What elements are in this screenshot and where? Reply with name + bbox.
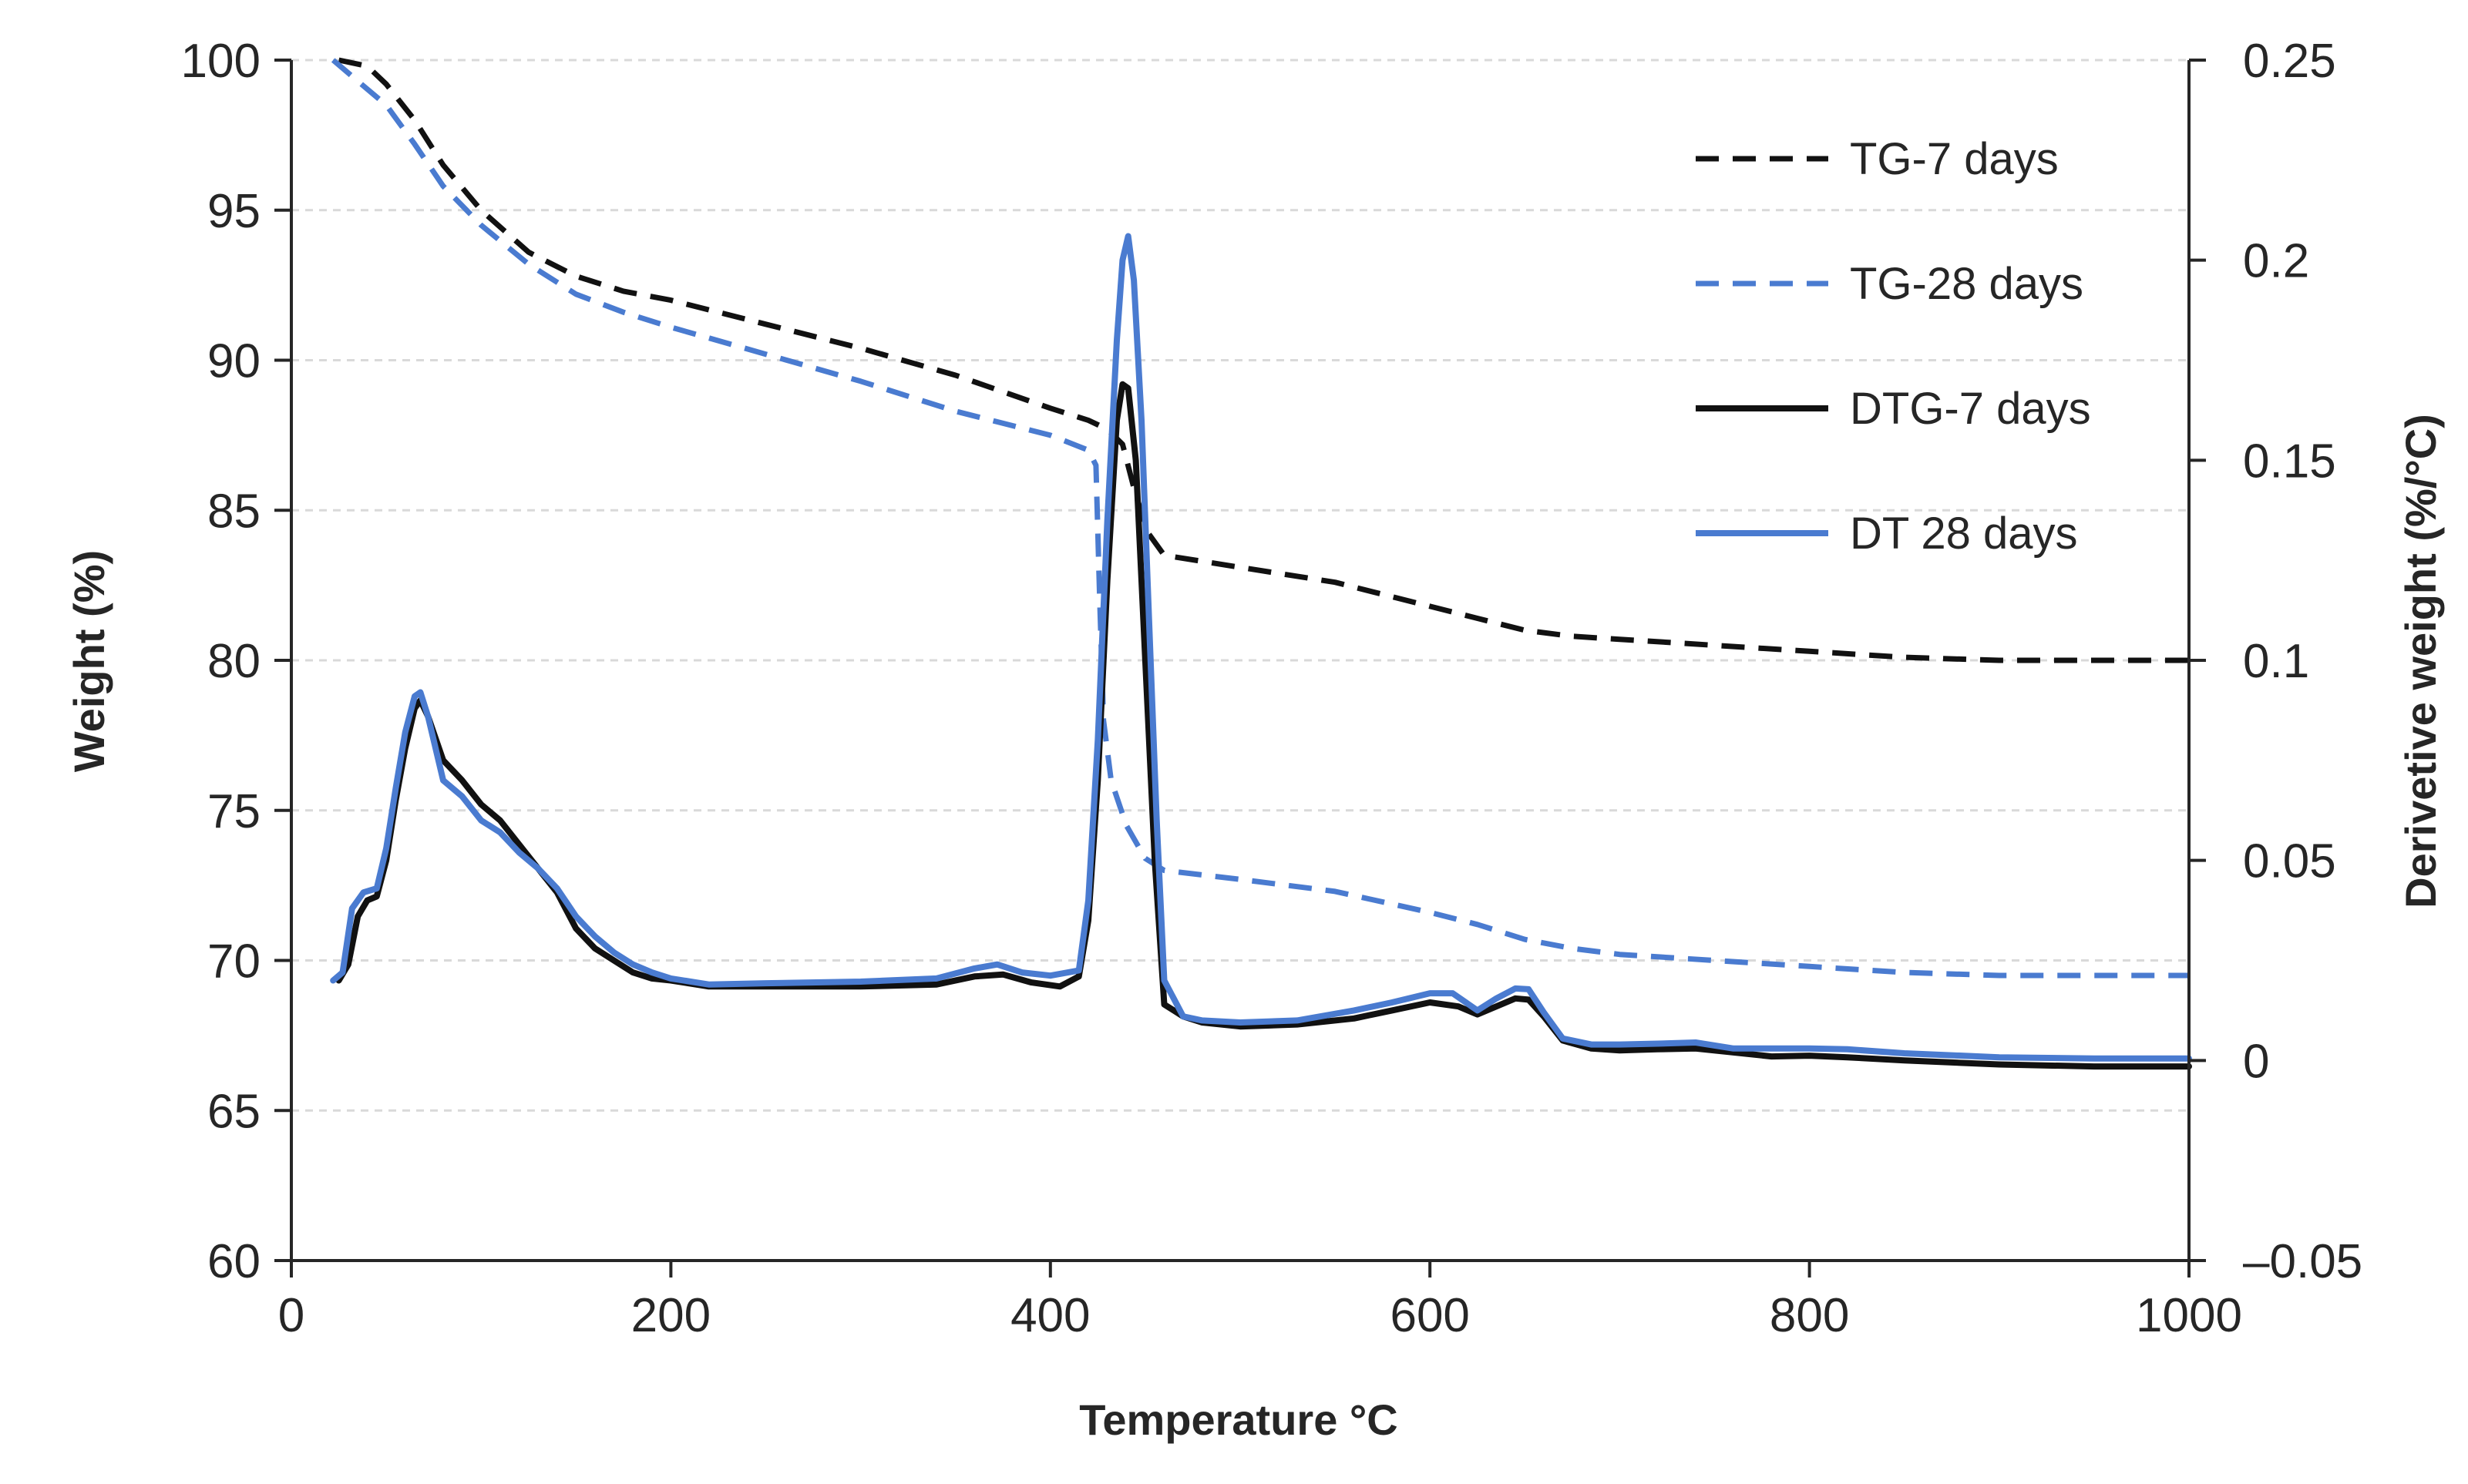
legend-item: TG-28 days (1696, 259, 2083, 309)
x-tick-label: 600 (1390, 1289, 1469, 1342)
legend-item: TG-7 days (1696, 134, 2059, 184)
legend-label: DT 28 days (1850, 509, 2078, 559)
legend-label: DTG-7 days (1850, 384, 2091, 434)
y-right-tick-label: 0.25 (2243, 35, 2336, 88)
y-right-tick-label: 0.05 (2243, 835, 2336, 888)
y-left-tick-label: 100 (181, 35, 261, 88)
legend-label: TG-7 days (1850, 134, 2059, 184)
x-axis-title: Temperature °C (1079, 1395, 1397, 1444)
y-right-tick-label: 0.15 (2243, 435, 2336, 488)
series-line-tg-7-days (338, 57, 2189, 663)
y-right-tick-label: –0.05 (2243, 1235, 2362, 1288)
y-left-tick-label: 65 (207, 1085, 261, 1138)
y-left-tick-label: 85 (207, 485, 261, 538)
y-axis-left-title: Weight (%) (65, 550, 113, 772)
x-tick-label: 0 (278, 1289, 304, 1342)
legend-item: DT 28 days (1696, 509, 2078, 559)
y-right-tick-label: 0.2 (2243, 235, 2309, 288)
y-right-tick-label: 0.1 (2243, 635, 2309, 688)
tick-labels: 0 200 400 600 800 1000 60 65 70 75 80 85 90 95 100 –0.0… (181, 35, 2363, 1342)
y-left-tick-label: 90 (207, 335, 261, 388)
plot-series (330, 57, 2192, 1070)
y-left-tick-label: 80 (207, 635, 261, 688)
y-right-tick-label: 0 (2243, 1035, 2269, 1088)
y-left-tick-label: 75 (207, 785, 261, 838)
series-line-dtg-7-days (335, 381, 2192, 1070)
x-tick-label: 400 (1010, 1289, 1090, 1342)
y-left-tick-label: 95 (207, 185, 261, 238)
legend-item: DTG-7 days (1696, 384, 2091, 434)
y-left-tick-label: 70 (207, 935, 261, 989)
legend: TG-7 days TG-28 days DTG-7 days DT 28 days (1696, 134, 2091, 559)
series-line-dt-28-days (330, 233, 2192, 1062)
x-tick-label: 800 (1770, 1289, 1849, 1342)
x-tick-label: 200 (631, 1289, 711, 1342)
x-tick-label: 1000 (2136, 1289, 2242, 1342)
legend-label: TG-28 days (1850, 259, 2083, 309)
y-axis-right-title: Derivetive weight (%/°C) (2396, 414, 2445, 908)
axes (274, 59, 2206, 1278)
y-left-tick-label: 60 (207, 1235, 261, 1288)
gridlines (291, 59, 2189, 1112)
